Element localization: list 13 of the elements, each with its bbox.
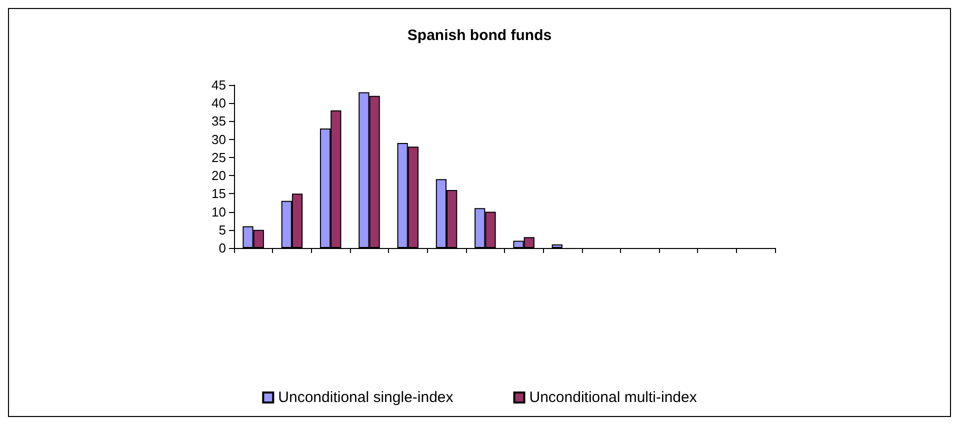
y-tick-label: 20: [212, 168, 226, 184]
legend-label: Unconditional multi-index: [529, 389, 698, 406]
y-tick-label: 5: [218, 222, 226, 238]
legend-label: Unconditional single-index: [278, 389, 454, 406]
y-tick-label: 0: [218, 240, 226, 256]
y-tick-label: 25: [212, 150, 226, 165]
y-tick-label: 40: [212, 96, 226, 111]
y-tick-label: 10: [212, 204, 226, 220]
y-tick-label: 35: [212, 114, 226, 129]
y-tick-label: 45: [212, 78, 226, 92]
chart-title: Spanish bond funds: [407, 27, 552, 44]
y-tick-label: 30: [212, 132, 226, 147]
y-tick-label: 15: [212, 186, 226, 202]
